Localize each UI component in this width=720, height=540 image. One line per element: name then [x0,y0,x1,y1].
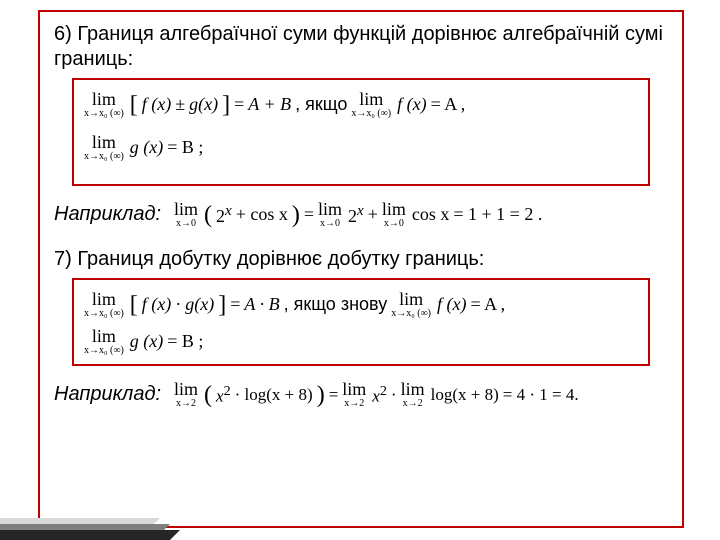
example-label: Наприклад: [54,383,164,406]
item6-formula-line2: lim x→x₀ (∞) g (x) = B ; [84,133,638,162]
fx: f (x) [142,94,171,115]
lim-symbol: lim x→x₀ (∞) [84,90,124,119]
result: = 1 + 1 = 2 . [453,204,542,225]
eq: = [304,204,314,225]
item6-prefix: 6) [54,23,77,45]
rhs: A · B [244,294,279,315]
two-x: 2x [348,203,364,227]
example-label: Наприклад: [54,203,164,226]
paren-open: ( [204,385,212,407]
item6-formula-box: lim x→x₀ (∞) [ f (x) ± g(x) ] = A + B , … [72,78,650,186]
bracket-close: ] [222,95,230,117]
paren-open: ( [204,205,212,227]
equals: = [230,294,240,315]
item6-example: Наприклад: lim x→0 ( 2x + cos x ) = lim … [54,196,668,233]
lim-symbol: lim x→x₀ (∞) [84,133,124,162]
item7-formula-line1: lim x→x₀ (∞) [ f (x) · g(x) ] = A · B , … [84,290,638,319]
cond-f: f (x) [397,94,426,115]
paren-close: ) [292,205,300,227]
lim-symbol: lim x→2 [342,380,366,409]
lim-symbol: lim x→x₀ (∞) [84,327,124,356]
plus: + [368,204,378,225]
lim-symbol: lim x→x₀ (∞) [84,290,124,319]
item7-formula-box: lim x→x₀ (∞) [ f (x) · g(x) ] = A · B , … [72,278,650,366]
gx: g(x) [189,94,218,115]
dot: · [391,385,397,405]
result: = 4 · 1 = 4. [503,385,579,405]
item6-example-formula: lim x→0 ( 2x + cos x ) = lim x→0 2x + li… [174,200,542,229]
bracket-open: [ [130,295,138,317]
cond-f: f (x) [437,294,466,315]
item7-prefix: 7) [54,248,77,270]
lim-symbol: lim x→x₀ (∞) [391,290,431,319]
cond-word: , якщо [295,94,347,115]
item7-heading-text: Границя добутку дорівнює добутку границь… [77,248,484,270]
plus-cos: + cos x [236,204,288,225]
outer-frame: 6) Границя алгебраїчної суми функцій дор… [38,10,684,528]
item7-heading: 7) Границя добутку дорівнює добутку гран… [54,247,668,272]
bracket-close: ] [218,295,226,317]
equals: = [234,94,244,115]
rhs: A + B [248,94,291,115]
cond-f-eq: = A , [470,294,505,315]
cond-f-eq: = A , [431,94,466,115]
x-sq: x2 [372,383,387,407]
paren-close: ) [317,385,325,407]
lim-symbol: lim x→2 [401,380,425,409]
item7-formula-line2: lim x→x₀ (∞) g (x) = B ; [84,327,638,356]
lim-symbol: lim x→0 [174,200,198,229]
bracket-open: [ [130,95,138,117]
log: log(x + 8) [431,385,499,405]
gx: g(x) [185,294,214,315]
item7-example-formula: lim x→2 ( x2 · log(x + 8) ) = lim x→2 x2… [174,380,579,409]
dot: · [175,294,181,315]
line2-eq: = B ; [167,331,203,352]
item7-example: Наприклад: lim x→2 ( x2 · log(x + 8) ) =… [54,376,668,413]
lim-symbol: lim x→2 [174,380,198,409]
eq: = [329,385,339,405]
lim-symbol: lim x→0 [318,200,342,229]
fx: f (x) [142,294,171,315]
item6-heading: 6) Границя алгебраїчної суми функцій дор… [54,22,668,72]
cosx: cos x [412,204,450,225]
line2-g: g (x) [130,331,163,352]
lim-symbol: lim x→0 [382,200,406,229]
lim-symbol: lim x→x₀ (∞) [351,90,391,119]
item6-heading-text: Границя алгебраїчної суми функцій дорівн… [54,23,663,70]
x-sq: x2 [216,383,231,407]
plus-minus: ± [175,94,185,115]
line2-eq: = B ; [167,137,203,158]
line2-g: g (x) [130,137,163,158]
slide: 6) Границя алгебраїчної суми функцій дор… [0,0,720,540]
cond-word: , якщо знову [284,294,388,315]
dot-log: · log(x + 8) [235,385,313,405]
item6-formula-line1: lim x→x₀ (∞) [ f (x) ± g(x) ] = A + B , … [84,90,638,119]
two-x: 2x [216,203,232,227]
